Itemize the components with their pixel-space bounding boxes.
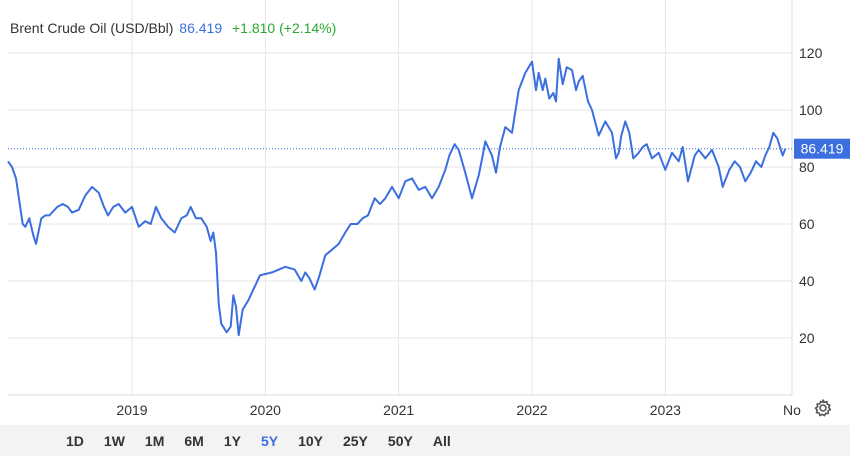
range-button-25y[interactable]: 25Y	[342, 432, 368, 449]
y-tick-label: 80	[799, 159, 815, 175]
price-change: +1.810 (+2.14%)	[232, 20, 337, 36]
chart-header: Brent Crude Oil (USD/Bbl) 86.419 +1.810 …	[10, 20, 336, 36]
range-button-10y[interactable]: 10Y	[298, 432, 323, 449]
range-bar: 1D 1W 1M 6M 1Y 5Y 10Y 25Y 50Y All	[0, 425, 850, 456]
range-button-6m[interactable]: 6M	[184, 432, 204, 449]
instrument-title: Brent Crude Oil (USD/Bbl)	[10, 20, 174, 36]
x-tick-label: 2019	[116, 402, 147, 418]
range-button-all[interactable]: All	[432, 432, 451, 449]
current-price: 86.419	[179, 20, 223, 36]
chart-area: 20 40 60 80 100 120 2019 2020 2021 2022 2023 No 86.…	[7, 0, 850, 418]
y-tick-label: 20	[799, 330, 815, 346]
range-selector: 1D 1W 1M 6M 1Y 5Y 10Y 25Y 50Y All	[66, 425, 471, 456]
y-tick-label: 40	[799, 273, 815, 289]
line-layer	[7, 57, 792, 337]
x-tick-label: 2023	[650, 402, 681, 418]
x-tick-label: 2022	[516, 402, 547, 418]
range-button-1m[interactable]: 1M	[144, 432, 165, 449]
last-value-label: 86.419	[801, 141, 844, 157]
range-button-1w[interactable]: 1W	[103, 432, 125, 449]
range-button-5y[interactable]: 5Y	[260, 432, 279, 449]
brent-price-line	[7, 57, 787, 337]
x-tick-label: No	[783, 402, 801, 418]
y-tick-label: 60	[799, 216, 815, 232]
x-tick-label: 2020	[250, 402, 281, 418]
price-chart: 20 40 60 80 100 120 2019 2020 2021 2022 2023 No 86.…	[7, 0, 850, 418]
axis-layer: 20 40 60 80 100 120 2019 2020 2021 2022 2023 No	[8, 0, 823, 418]
last-value-badge	[794, 138, 850, 159]
y-tick-label: 120	[799, 45, 823, 61]
range-button-1d[interactable]: 1D	[66, 432, 84, 449]
range-button-50y[interactable]: 50Y	[387, 432, 413, 449]
x-tick-label: 2021	[383, 402, 414, 418]
range-button-1y[interactable]: 1Y	[223, 432, 241, 449]
gear-icon[interactable]	[813, 398, 833, 418]
y-tick-label: 100	[799, 102, 823, 118]
label-layer: 86.419	[794, 138, 850, 159]
